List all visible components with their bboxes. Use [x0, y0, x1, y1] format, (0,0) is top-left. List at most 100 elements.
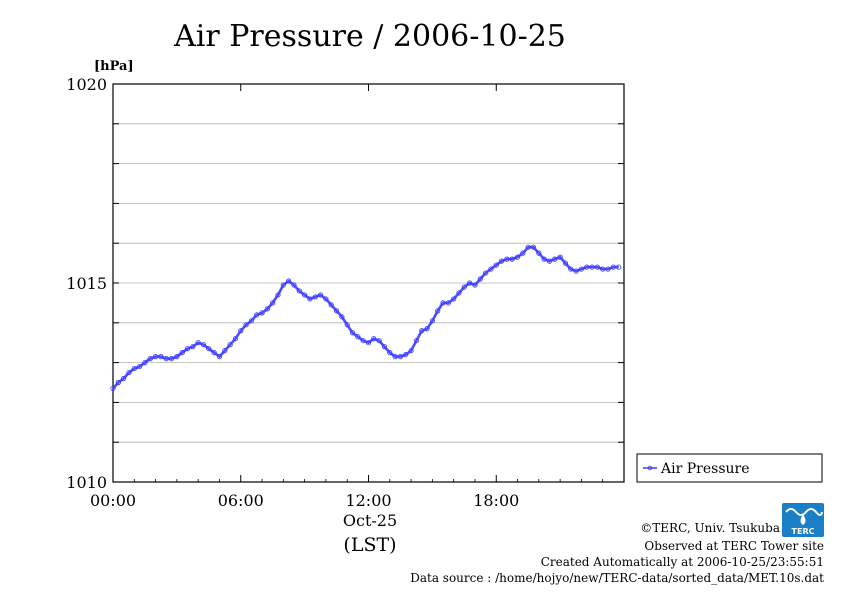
data-point — [392, 354, 398, 360]
data-point — [376, 338, 382, 344]
data-point — [536, 250, 542, 256]
data-point — [333, 308, 340, 314]
data-point — [184, 346, 191, 352]
x-tick-label: 12:00 — [345, 491, 391, 510]
x-tick-label: 18:00 — [473, 491, 519, 510]
data-point — [163, 356, 169, 362]
data-point — [371, 336, 377, 342]
data-point — [589, 264, 595, 270]
data-point — [504, 256, 510, 262]
legend: Air Pressure — [636, 453, 823, 483]
data-point — [307, 296, 313, 302]
data-point — [387, 350, 393, 356]
data-point — [355, 334, 361, 340]
terc-logo-text: TERC — [792, 527, 815, 536]
data-point — [126, 369, 132, 376]
data-point — [121, 375, 127, 382]
data-point — [344, 322, 350, 328]
droplet-icon — [800, 514, 806, 525]
data-point — [408, 348, 414, 354]
data-point — [142, 359, 148, 366]
data-point — [488, 266, 494, 272]
data-point — [248, 318, 254, 324]
x-tick-label: 00:00 — [90, 491, 136, 510]
data-point — [222, 348, 228, 354]
x-date-label: Oct-25 — [343, 511, 397, 530]
data-point — [493, 262, 499, 268]
y-tick-label: 1015 — [66, 274, 107, 293]
data-point — [552, 256, 558, 262]
data-point — [302, 292, 308, 298]
data-point — [168, 356, 175, 362]
wave-icon — [785, 508, 823, 516]
data-point — [200, 342, 207, 348]
data-point — [429, 318, 435, 324]
data-point — [296, 288, 302, 294]
data-point — [568, 266, 574, 272]
data-point — [259, 310, 265, 316]
x-tick-label: 06:00 — [218, 491, 264, 510]
data-point — [451, 296, 457, 302]
chart-title: Air Pressure / 2006-10-25 — [173, 19, 566, 54]
series-air-pressure — [110, 244, 622, 392]
data-point — [349, 330, 356, 336]
data-point — [445, 300, 451, 306]
data-source-text: Data source : /home/hojyo/new/TERC-data/… — [410, 571, 824, 585]
data-point — [291, 282, 297, 288]
data-point — [413, 338, 420, 344]
data-point — [472, 282, 478, 288]
legend-label-air-pressure: Air Pressure — [660, 461, 750, 477]
data-point — [131, 365, 137, 372]
data-point — [616, 264, 622, 270]
data-point — [557, 254, 563, 260]
data-point — [562, 260, 569, 266]
data-point — [280, 282, 286, 288]
data-point — [152, 354, 159, 360]
data-point — [419, 328, 425, 334]
data-point — [174, 354, 180, 360]
x-axis-label: (LST) — [343, 534, 396, 556]
data-point — [498, 258, 505, 264]
data-point — [456, 290, 462, 296]
data-point — [360, 338, 366, 344]
legend-box — [636, 453, 823, 483]
data-point — [520, 250, 526, 256]
data-point — [339, 314, 345, 320]
data-point — [137, 363, 143, 370]
data-point — [195, 340, 201, 346]
data-point — [365, 340, 372, 346]
data-point — [403, 352, 409, 358]
observed-text: Observed at TERC Tower site — [644, 539, 824, 553]
data-point — [190, 344, 196, 350]
data-point — [600, 266, 606, 272]
data-point — [514, 254, 521, 260]
data-point — [381, 344, 388, 350]
data-point — [461, 284, 467, 290]
data-point — [467, 280, 473, 286]
data-point — [286, 278, 292, 284]
copyright-text: ©TERC, Univ. Tsukuba — [640, 521, 780, 535]
data-point — [525, 244, 531, 250]
data-point — [216, 354, 223, 360]
data-point — [424, 326, 430, 332]
data-point — [238, 328, 244, 334]
data-point — [211, 350, 217, 356]
data-point — [328, 302, 334, 308]
data-point — [573, 268, 579, 274]
data-point — [541, 256, 547, 262]
grid-lines — [113, 83, 624, 483]
data-point — [610, 264, 616, 270]
y-axis-unit-label: [hPa] — [94, 59, 134, 74]
data-point — [594, 264, 600, 270]
data-point — [312, 294, 318, 300]
y-tick-labels: 1010 1015 1020 — [66, 75, 107, 492]
series-line — [112, 245, 619, 390]
data-point — [317, 292, 324, 298]
data-point — [158, 354, 164, 360]
data-point — [435, 308, 441, 314]
data-point — [270, 300, 276, 306]
data-point — [605, 266, 611, 272]
data-point — [509, 256, 515, 262]
data-point — [477, 276, 483, 282]
data-point — [440, 300, 446, 306]
